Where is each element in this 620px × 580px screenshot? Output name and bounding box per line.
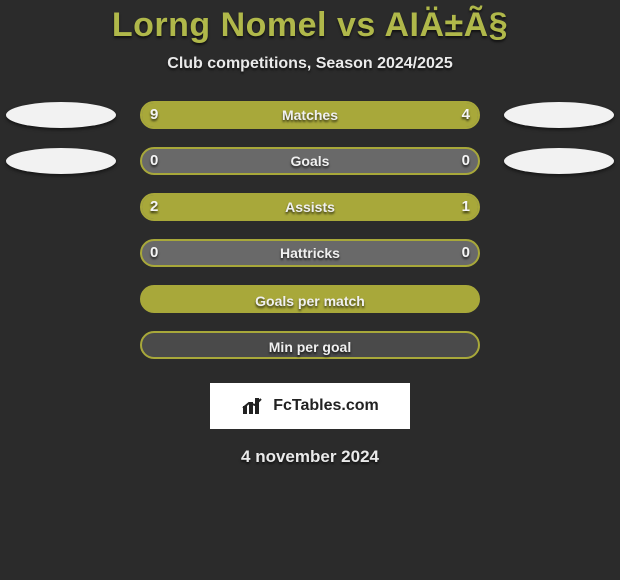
stat-row-matches: Matches94 xyxy=(0,101,620,129)
player1-ellipse-icon xyxy=(6,102,116,128)
stat-value-left: 9 xyxy=(150,101,158,129)
comparison-card: Lorng Nomel vs AIÄ±Ã§ Club competitions,… xyxy=(0,6,620,580)
stat-bar-track xyxy=(140,193,480,221)
stat-row-hattricks: Hattricks00 xyxy=(0,239,620,267)
stat-value-right: 0 xyxy=(462,147,470,175)
stat-row-min-per-goal: Min per goal xyxy=(0,331,620,359)
stat-bar-track xyxy=(140,101,480,129)
stat-value-left: 0 xyxy=(150,147,158,175)
stat-value-left: 0 xyxy=(150,239,158,267)
player1-name: Lorng Nomel xyxy=(112,6,327,44)
player1-ellipse-icon xyxy=(6,148,116,174)
stat-rows: Matches94Goals00Assists21Hattricks00Goal… xyxy=(0,101,620,359)
stat-row-goals-per-match: Goals per match xyxy=(0,285,620,313)
stat-row-goals: Goals00 xyxy=(0,147,620,175)
stat-bar-left-fill xyxy=(142,103,375,127)
logo-chart-icon xyxy=(241,396,267,416)
vs-text: vs xyxy=(337,6,376,44)
date-text: 4 november 2024 xyxy=(0,447,620,467)
simple-stat-bar: Min per goal xyxy=(140,331,480,359)
player2-name: AIÄ±Ã§ xyxy=(384,6,508,44)
stat-value-right: 0 xyxy=(462,239,470,267)
headline: Lorng Nomel vs AIÄ±Ã§ xyxy=(0,6,620,45)
stat-value-left: 2 xyxy=(150,193,158,221)
stat-bar-left-fill xyxy=(142,195,366,219)
stat-value-right: 4 xyxy=(462,101,470,129)
simple-stat-bar: Goals per match xyxy=(140,285,480,313)
subtitle: Club competitions, Season 2024/2025 xyxy=(0,55,620,73)
stat-bar-track xyxy=(140,147,480,175)
logo-box[interactable]: FcTables.com xyxy=(210,383,410,429)
player2-ellipse-icon xyxy=(504,102,614,128)
logo-text: FcTables.com xyxy=(273,397,379,415)
stat-bar-track xyxy=(140,239,480,267)
stat-row-assists: Assists21 xyxy=(0,193,620,221)
stat-value-right: 1 xyxy=(462,193,470,221)
player2-ellipse-icon xyxy=(504,148,614,174)
